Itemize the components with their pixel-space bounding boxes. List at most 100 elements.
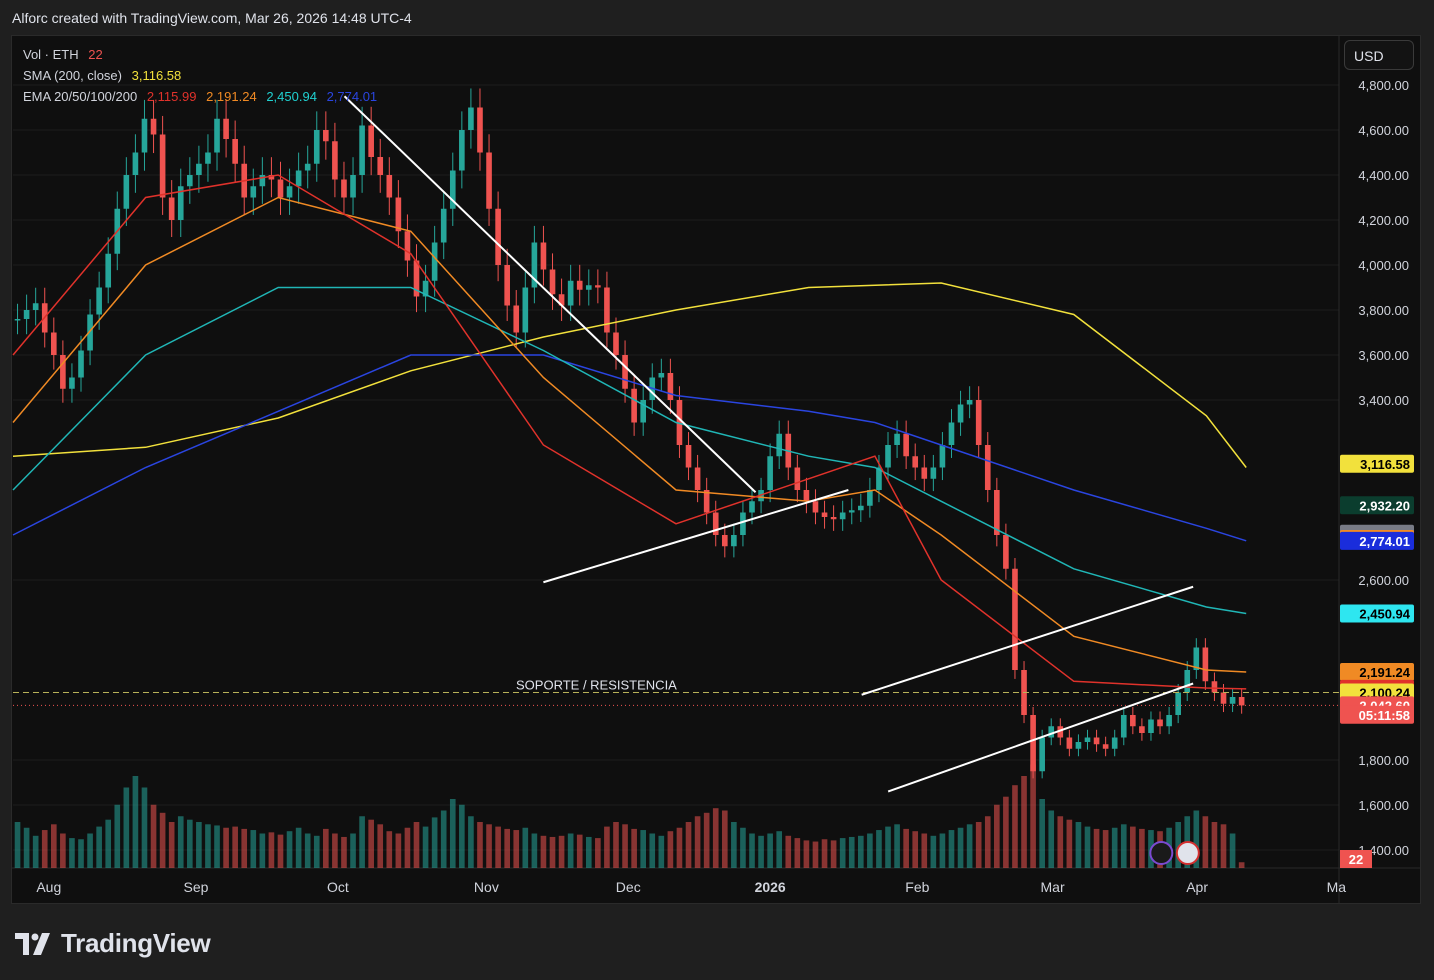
candle [1093,737,1100,745]
candle [377,157,384,175]
volume-bar [150,804,157,868]
time-tick-label: Aug [36,879,61,895]
volume-bar [1021,776,1027,868]
price-tick-label: 4,600.00 [1358,123,1409,138]
legend-row-ema[interactable]: EMA 20/50/100/200 2,115.99 2,191.24 2,45… [23,86,383,107]
volume-bar [1048,810,1055,868]
legend-label-volume: Vol · ETH [23,47,79,62]
volume-bar [631,828,637,868]
legend-label-sma: SMA (200, close) [23,68,122,83]
volume-bar [885,826,891,868]
volume-bar [468,816,474,868]
candle [939,445,946,468]
volume-bar [703,812,710,868]
candle [159,134,166,198]
legend-value-volume: 22 [88,47,103,62]
volume-bar [32,835,39,868]
volume-bar [386,831,393,868]
price-label-badge [1340,496,1414,515]
candle [359,125,365,175]
candle [259,175,266,187]
candle [631,388,637,423]
price-chart[interactable]: SOPORTE / RESISTENCIA 4,800.00 4,600.00 4,4… [11,35,1421,904]
candle [268,175,275,180]
trendline [543,489,849,584]
volume-bar [685,822,692,868]
candle [205,152,211,164]
price-tick-label: 3,600.00 [1358,348,1409,363]
candle [50,332,57,355]
candle [413,260,420,297]
volume-bar [649,833,656,868]
volume-bar [912,831,919,868]
candle [1184,670,1191,693]
volume-bar [576,834,583,868]
currency-button[interactable]: USD [1344,40,1414,70]
candle [567,280,574,306]
volume-bar [323,828,329,868]
candle [87,314,93,351]
volume-bar [1084,826,1091,868]
candle [794,467,801,490]
volume-bar [975,822,982,868]
volume-bar [921,833,928,868]
candle [1039,737,1045,772]
volume-bar [821,839,828,868]
candle [459,130,465,171]
volume-bar [159,812,166,868]
candle [839,512,846,520]
candle [232,139,238,164]
candle [214,118,220,153]
price-tick-label: 1,800.00 [1358,753,1409,768]
volume-bar [214,825,220,868]
candle [1003,535,1009,569]
volume-bar [758,835,764,868]
candle [395,197,402,232]
volume-bar [858,835,864,868]
legend-row-volume[interactable]: Vol · ETH 22 [23,44,383,65]
volume-bar [504,828,510,868]
volume-label-text: 22 [1349,852,1363,867]
candle [1066,737,1073,749]
us-flag-event-icon [1175,841,1200,865]
price-tick-label: 3,400.00 [1358,393,1409,408]
time-tick-label: Dec [616,879,641,895]
volume-bar [259,833,266,868]
legend-row-sma[interactable]: SMA (200, close) 3,116.58 [23,65,383,86]
candle [921,467,928,479]
candle [477,107,483,153]
candle [975,400,982,445]
volume-bar [522,827,529,868]
candle [721,535,728,547]
legend-value-ema20: 2,115.99 [146,89,197,104]
support-resistance-label: SOPORTE / RESISTENCIA [516,678,677,693]
candle [803,490,810,502]
grid-lines [13,84,1339,851]
volume-bar [803,840,810,868]
tradingview-logo[interactable]: TradingView [15,928,211,959]
candle [676,400,683,445]
candle [776,433,783,457]
volume-bar [731,822,737,868]
volume-bar [223,827,229,868]
time-tick-label: Ma [1327,879,1347,895]
volume-bar [1238,862,1245,868]
candle [513,305,520,333]
candle [957,404,964,423]
volume-bar [286,831,293,868]
volume-bar [459,804,465,868]
candle [694,467,701,490]
candle [223,118,229,139]
candle [1157,719,1163,727]
price-tick-label: 4,200.00 [1358,213,1409,228]
candle [123,175,130,209]
candle [767,456,773,490]
candle [1057,726,1064,738]
candle [486,152,492,209]
candle [604,287,610,333]
volume-bar [495,826,501,868]
volume-bar [740,827,746,868]
trendline [887,682,1194,793]
volume-bar [1139,828,1145,868]
candle [277,179,284,198]
